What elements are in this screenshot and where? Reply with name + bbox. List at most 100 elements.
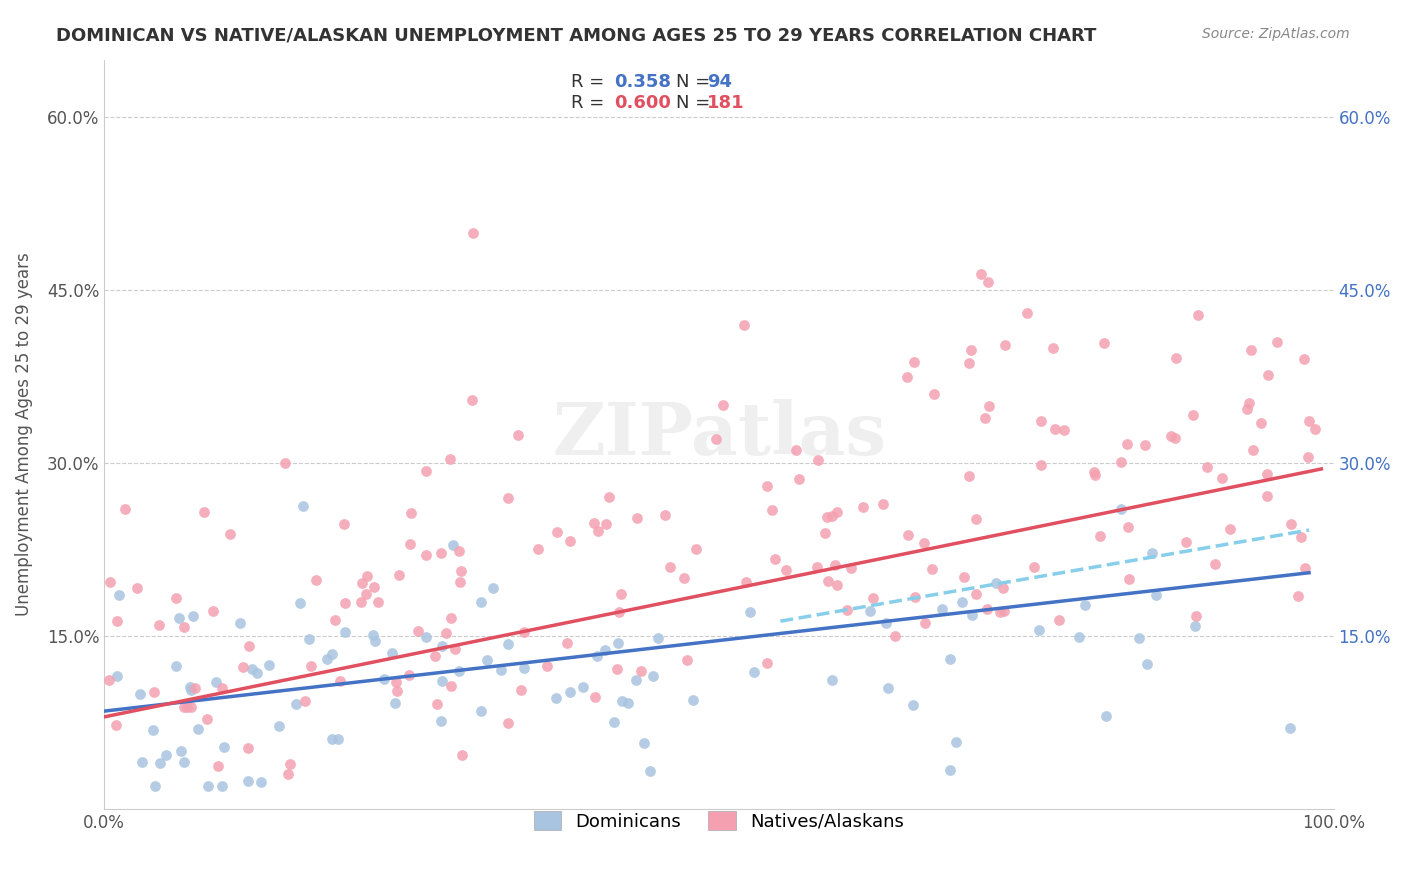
Point xyxy=(364,633,387,648)
Point xyxy=(240,662,263,676)
Point xyxy=(333,625,356,640)
Text: DOMINICAN VS NATIVE/ALASKAN UNEMPLOYMENT AMONG AGES 25 TO 29 YEARS CORRELATION C: DOMINICAN VS NATIVE/ALASKAN UNEMPLOYMENT… xyxy=(56,27,1097,45)
Point xyxy=(1237,396,1260,410)
Point xyxy=(938,652,960,666)
Point xyxy=(201,604,224,618)
Point xyxy=(288,596,311,610)
Point xyxy=(180,700,202,714)
Point xyxy=(1067,630,1090,644)
Point xyxy=(938,763,960,777)
Point xyxy=(361,628,384,642)
Point xyxy=(274,456,297,470)
Point xyxy=(598,490,620,504)
Text: 0.600: 0.600 xyxy=(614,95,671,112)
Point xyxy=(1298,414,1320,428)
Point xyxy=(852,500,875,514)
Point xyxy=(1022,560,1045,574)
Point xyxy=(1298,450,1320,464)
Point xyxy=(399,506,422,520)
Point xyxy=(470,595,492,609)
Point xyxy=(387,568,409,582)
Point xyxy=(277,767,299,781)
Point xyxy=(872,498,894,512)
Point xyxy=(415,630,437,644)
Point xyxy=(922,387,945,401)
Point xyxy=(658,559,681,574)
Point xyxy=(167,611,190,625)
Point xyxy=(711,397,734,411)
Point xyxy=(571,680,593,694)
Point xyxy=(187,723,209,737)
Point xyxy=(1241,443,1264,458)
Point xyxy=(269,719,291,733)
Point xyxy=(449,544,471,558)
Point xyxy=(585,649,607,664)
Point xyxy=(381,646,404,660)
Point xyxy=(1083,465,1105,479)
Point xyxy=(862,591,884,606)
Point xyxy=(735,575,758,590)
Point xyxy=(114,502,136,516)
Point xyxy=(1279,516,1302,531)
Point xyxy=(630,664,652,678)
Point xyxy=(953,570,976,584)
Point xyxy=(965,512,987,526)
Point xyxy=(512,661,534,675)
Point xyxy=(496,715,519,730)
Point xyxy=(875,615,897,630)
Point xyxy=(1303,422,1326,436)
Point xyxy=(238,639,260,653)
Point xyxy=(143,779,166,793)
Point xyxy=(1211,471,1233,485)
Point xyxy=(527,542,550,557)
Point xyxy=(373,672,395,686)
Point xyxy=(897,528,920,542)
Point xyxy=(1116,520,1139,534)
Point xyxy=(384,696,406,710)
Y-axis label: Unemployment Among Ages 25 to 29 years: Unemployment Among Ages 25 to 29 years xyxy=(15,252,32,616)
Point xyxy=(813,525,835,540)
Point xyxy=(807,453,830,467)
Point xyxy=(207,759,229,773)
Point xyxy=(785,442,807,457)
Point xyxy=(1294,561,1316,575)
Point xyxy=(775,563,797,577)
Point xyxy=(1166,351,1188,365)
Point xyxy=(489,663,512,677)
Point xyxy=(363,580,385,594)
Point xyxy=(1109,455,1132,469)
Point xyxy=(238,741,260,756)
Point xyxy=(704,433,727,447)
Point xyxy=(1256,467,1278,481)
Point xyxy=(672,571,695,585)
Point xyxy=(1028,623,1050,637)
Point xyxy=(305,573,328,587)
Point xyxy=(356,568,378,582)
Point xyxy=(506,428,529,442)
Point xyxy=(212,740,235,755)
Point xyxy=(761,503,783,517)
Point xyxy=(1029,458,1052,472)
Point xyxy=(193,505,215,519)
Point xyxy=(685,542,707,557)
Point xyxy=(350,576,373,591)
Point xyxy=(903,355,925,369)
Point xyxy=(1292,351,1315,366)
Point xyxy=(430,639,453,653)
Point xyxy=(536,659,558,673)
Point xyxy=(820,673,842,687)
Point xyxy=(173,620,195,634)
Point xyxy=(440,610,463,624)
Point xyxy=(647,631,669,645)
Point xyxy=(211,779,233,793)
Point xyxy=(280,756,302,771)
Point xyxy=(449,665,471,679)
Point xyxy=(988,605,1011,619)
Point xyxy=(440,680,463,694)
Point xyxy=(1088,529,1111,543)
Point xyxy=(756,656,779,670)
Point xyxy=(993,604,1015,618)
Point xyxy=(806,560,828,574)
Point xyxy=(148,756,170,771)
Point xyxy=(350,594,373,608)
